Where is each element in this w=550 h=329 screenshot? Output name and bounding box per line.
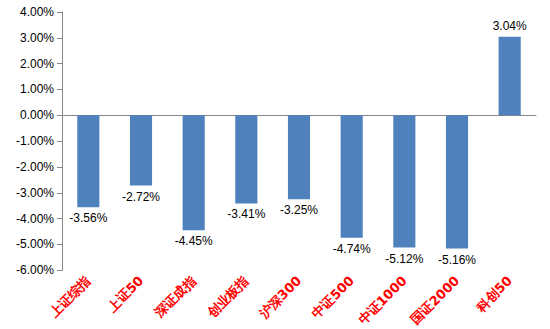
svg-text:-5.12%: -5.12% (385, 252, 423, 266)
svg-text:-6.00%: -6.00% (16, 263, 54, 277)
svg-text:-2.72%: -2.72% (122, 190, 160, 204)
svg-text:科创50: 科创50 (472, 273, 514, 315)
svg-text:-3.25%: -3.25% (280, 203, 318, 217)
svg-text:3.00%: 3.00% (20, 31, 54, 45)
svg-text:-3.00%: -3.00% (16, 186, 54, 200)
svg-text:-4.74%: -4.74% (333, 242, 371, 256)
svg-text:3.04%: 3.04% (493, 19, 527, 33)
svg-text:中证1000: 中证1000 (355, 273, 410, 328)
svg-text:-3.56%: -3.56% (69, 211, 107, 225)
svg-text:-5.16%: -5.16% (438, 253, 476, 267)
svg-text:创业板指: 创业板指 (204, 273, 252, 321)
svg-text:1.00%: 1.00% (20, 82, 54, 96)
svg-text:国证2000: 国证2000 (408, 273, 463, 328)
svg-text:0.00%: 0.00% (20, 108, 54, 122)
svg-text:-4.00%: -4.00% (16, 212, 54, 226)
svg-text:深证成指: 深证成指 (151, 273, 199, 321)
svg-text:-1.00%: -1.00% (16, 134, 54, 148)
svg-text:-5.00%: -5.00% (16, 237, 54, 251)
svg-text:-4.45%: -4.45% (175, 234, 213, 248)
svg-text:-2.00%: -2.00% (16, 160, 54, 174)
svg-text:-3.41%: -3.41% (227, 207, 265, 221)
svg-text:4.00%: 4.00% (20, 5, 54, 19)
svg-text:上证50: 上证50 (104, 273, 146, 315)
svg-text:中证500: 中证500 (309, 273, 357, 321)
svg-text:上证综指: 上证综指 (46, 273, 94, 321)
svg-text:2.00%: 2.00% (20, 57, 54, 71)
svg-text:沪深300: 沪深300 (255, 273, 304, 322)
